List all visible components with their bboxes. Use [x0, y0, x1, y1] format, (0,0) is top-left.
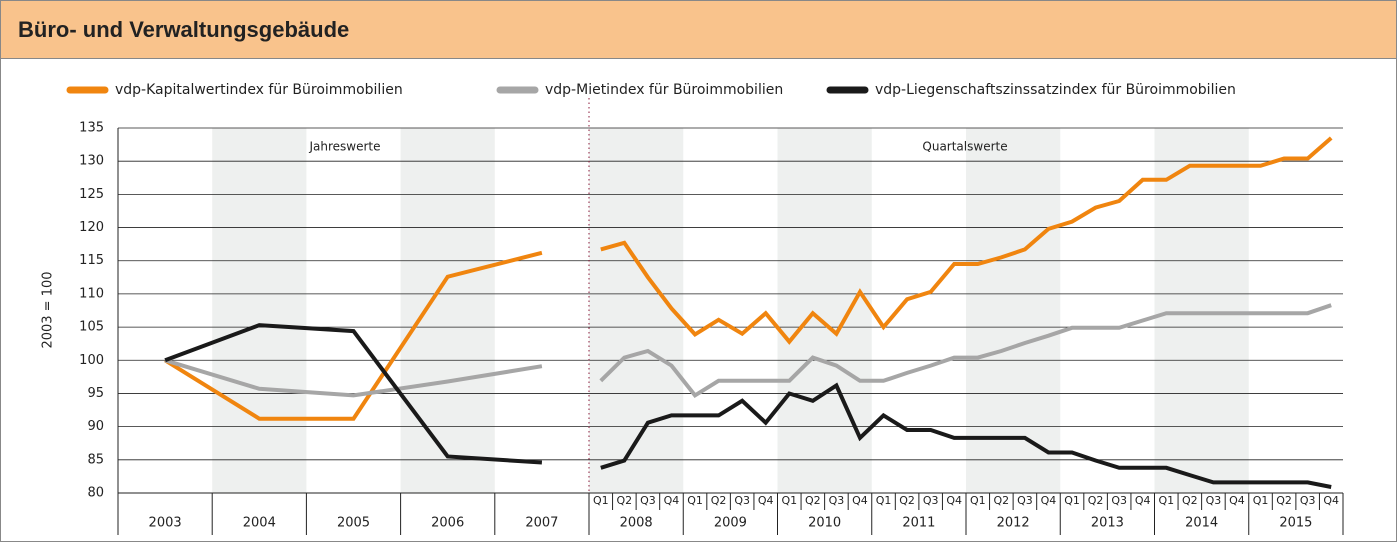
quarter-label: Q3 [1017, 494, 1033, 507]
quarter-label: Q1 [1158, 494, 1174, 507]
x-tick-label: 2009 [714, 516, 747, 531]
quarter-label: Q2 [1182, 494, 1198, 507]
x-tick-label: 2011 [902, 516, 935, 531]
quarter-label: Q4 [1135, 494, 1151, 507]
quarter-label: Q1 [970, 494, 986, 507]
header [0, 0, 1397, 59]
quarter-label: Q2 [899, 494, 915, 507]
quarter-label: Q3 [923, 494, 939, 507]
quarter-label: Q4 [664, 494, 680, 507]
y-tick-label: 110 [79, 286, 104, 301]
line [164, 323, 543, 465]
x-tick-label: 2005 [337, 516, 370, 531]
backgrounds [212, 128, 1249, 493]
y-tick-label: 85 [87, 452, 104, 467]
x-tick-label: 2010 [808, 516, 841, 531]
quarter-label: Q2 [1088, 494, 1104, 507]
quarter-label: Q1 [1064, 494, 1080, 507]
quarter-label: Q2 [805, 494, 821, 507]
line [600, 382, 1332, 489]
band [777, 128, 872, 493]
legend-label: vdp-Mietindex für Büroimmobilien [545, 82, 783, 98]
y-tick-label: 95 [87, 386, 104, 401]
legend-label: vdp-Kapitalwertindex für Büroimmobilien [115, 82, 403, 98]
band [966, 128, 1061, 493]
annotation: Jahreswerte [308, 140, 380, 154]
quarter-label: Q4 [852, 494, 868, 507]
x-tick-label: 2015 [1279, 516, 1312, 531]
quarter-label: Q1 [687, 494, 703, 507]
annotation: Quartalswerte [922, 140, 1007, 154]
quarter-label: Q3 [734, 494, 750, 507]
quarter-label: Q3 [1206, 494, 1222, 507]
line [164, 358, 543, 398]
x-tick-label: 2012 [997, 516, 1030, 531]
quarter-label: Q2 [994, 494, 1010, 507]
x-tick-label: 2008 [620, 516, 653, 531]
line [600, 136, 1333, 345]
quarter-label: Q4 [758, 494, 774, 507]
y-tick-label: 100 [79, 353, 104, 368]
quarter-label: Q1 [781, 494, 797, 507]
y-axis-label: 2003 = 100 [41, 271, 56, 348]
x-tick-label: 2013 [1091, 516, 1124, 531]
y-tick-label: 125 [79, 187, 104, 202]
y-tick-label: 115 [79, 253, 104, 268]
quarter-label: Q4 [1229, 494, 1245, 507]
quarter-label: Q3 [829, 494, 845, 507]
band [589, 128, 684, 493]
quarter-label: Q4 [1323, 494, 1339, 507]
x-tick-label: 2003 [149, 516, 182, 531]
quarter-label: Q4 [1041, 494, 1057, 507]
quarter-label: Q2 [1276, 494, 1292, 507]
band [400, 128, 495, 493]
band [1154, 128, 1249, 493]
quarter-label: Q2 [711, 494, 727, 507]
y-tick-label: 120 [79, 220, 104, 235]
x-tick-label: 2014 [1185, 516, 1218, 531]
x-tick-label: 2007 [525, 516, 558, 531]
quarter-label: Q1 [876, 494, 892, 507]
y-tick-label: 105 [79, 320, 104, 335]
y-tick-label: 130 [79, 154, 104, 169]
legend-label: vdp-Liegenschaftszinssatzindex für Büroi… [875, 82, 1236, 98]
x-tick-label: 2006 [431, 516, 464, 531]
quarter-label: Q2 [617, 494, 633, 507]
line [164, 250, 543, 421]
quarter-label: Q3 [640, 494, 656, 507]
x-tick-label: 2004 [243, 516, 276, 531]
quarter-label: Q3 [1111, 494, 1127, 507]
quarter-label: Q1 [1253, 494, 1269, 507]
line [599, 303, 1332, 399]
y-tick-label: 135 [79, 121, 104, 136]
y-tick-label: 90 [87, 419, 104, 434]
quarter-label: Q1 [593, 494, 609, 507]
chart-title: Büro- und Verwaltungsgebäude [18, 17, 349, 42]
y-tick-label: 80 [87, 486, 104, 501]
band [212, 128, 307, 493]
quarter-label: Q3 [1300, 494, 1316, 507]
quarter-label: Q4 [946, 494, 962, 507]
